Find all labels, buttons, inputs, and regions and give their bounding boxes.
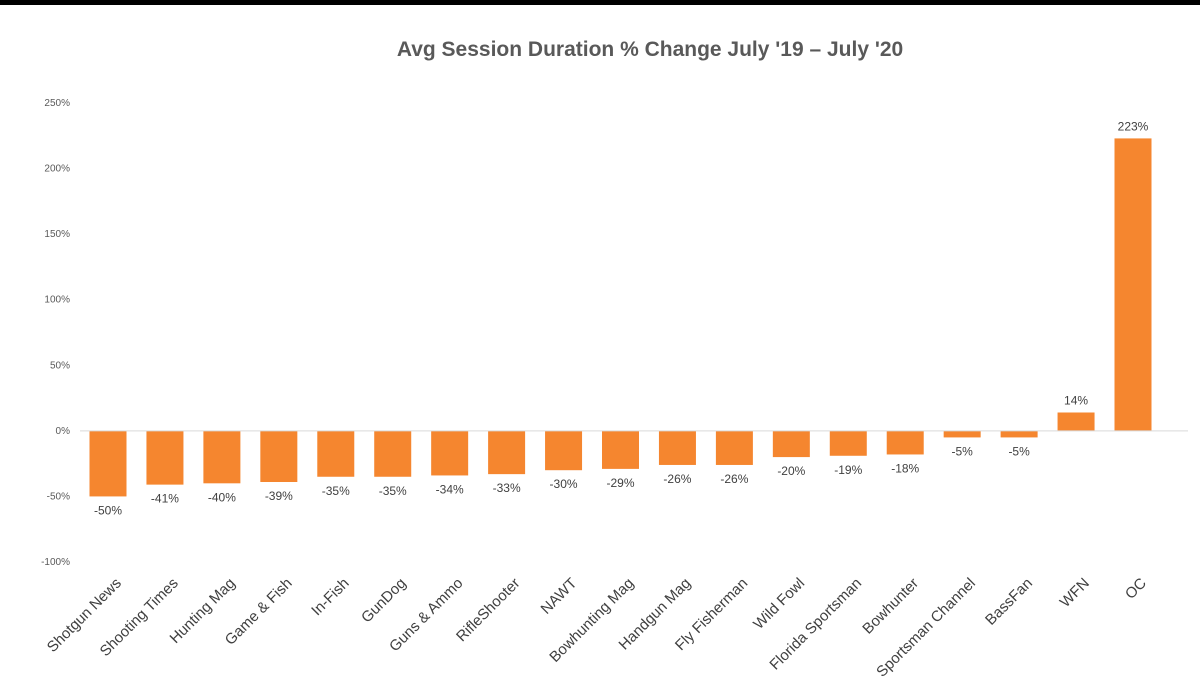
bar bbox=[602, 430, 639, 469]
bar bbox=[317, 430, 355, 477]
bar bbox=[260, 430, 298, 483]
data-label: -19% bbox=[834, 463, 862, 477]
data-label: -34% bbox=[436, 482, 464, 496]
bar bbox=[488, 430, 526, 475]
data-label: -40% bbox=[208, 490, 236, 504]
data-label: -30% bbox=[550, 477, 578, 491]
y-tick-label: 150% bbox=[44, 229, 70, 240]
y-tick-label: 50% bbox=[50, 360, 70, 371]
bar bbox=[374, 430, 412, 477]
y-tick-label: 100% bbox=[44, 295, 70, 306]
bar bbox=[886, 430, 924, 455]
y-tick-label: -100% bbox=[41, 557, 70, 568]
bar bbox=[943, 430, 981, 438]
bar bbox=[772, 430, 810, 458]
bars bbox=[89, 138, 1152, 497]
data-label: -5% bbox=[1008, 444, 1030, 458]
y-tick-label: 0% bbox=[56, 426, 71, 437]
bar bbox=[203, 430, 241, 484]
y-axis: 250% 200% 150% 100% 50% 0% -50% -100% bbox=[41, 98, 70, 568]
data-label: -26% bbox=[720, 472, 748, 486]
bar bbox=[829, 430, 867, 456]
data-labels: -50% -41% -40% -39% -35% -35% -34% -33% -30% -29%… bbox=[94, 119, 1149, 517]
data-label: 14% bbox=[1064, 393, 1088, 407]
data-label: -29% bbox=[606, 476, 634, 490]
x-tick-label: In-Fish bbox=[308, 575, 352, 619]
bar bbox=[1114, 138, 1152, 431]
bar bbox=[545, 430, 583, 471]
data-label: -26% bbox=[663, 472, 691, 486]
top-border bbox=[0, 0, 1200, 5]
bar bbox=[658, 430, 696, 465]
x-tick-label: NAWT bbox=[538, 575, 581, 618]
x-tick-label: GunDog bbox=[358, 575, 410, 627]
bar bbox=[431, 430, 469, 476]
data-label: -39% bbox=[265, 489, 293, 503]
x-tick-label: BassFan bbox=[982, 575, 1036, 629]
x-tick-label: Sportsman Channel bbox=[873, 575, 979, 681]
data-label: -33% bbox=[493, 481, 521, 495]
data-label: -50% bbox=[94, 503, 122, 517]
y-tick-label: 200% bbox=[44, 164, 70, 175]
y-tick-label: -50% bbox=[47, 491, 70, 502]
data-label: -5% bbox=[951, 444, 973, 458]
y-tick-label: 250% bbox=[44, 98, 70, 109]
x-tick-label: OC bbox=[1122, 575, 1150, 603]
x-tick-label: Wild Fowl bbox=[750, 575, 808, 633]
bar bbox=[1057, 412, 1095, 431]
x-tick-label: WFN bbox=[1057, 575, 1093, 611]
data-label: -35% bbox=[379, 484, 407, 498]
bar bbox=[715, 430, 753, 465]
data-label: -35% bbox=[322, 484, 350, 498]
data-label: -41% bbox=[151, 492, 179, 506]
data-label: -20% bbox=[777, 464, 805, 478]
bar bbox=[1000, 430, 1038, 438]
bar bbox=[89, 430, 127, 497]
bar bbox=[146, 430, 184, 485]
chart-title: Avg Session Duration % Change July '19 –… bbox=[396, 38, 904, 61]
data-label: 223% bbox=[1118, 119, 1149, 133]
data-label: -18% bbox=[891, 461, 919, 475]
